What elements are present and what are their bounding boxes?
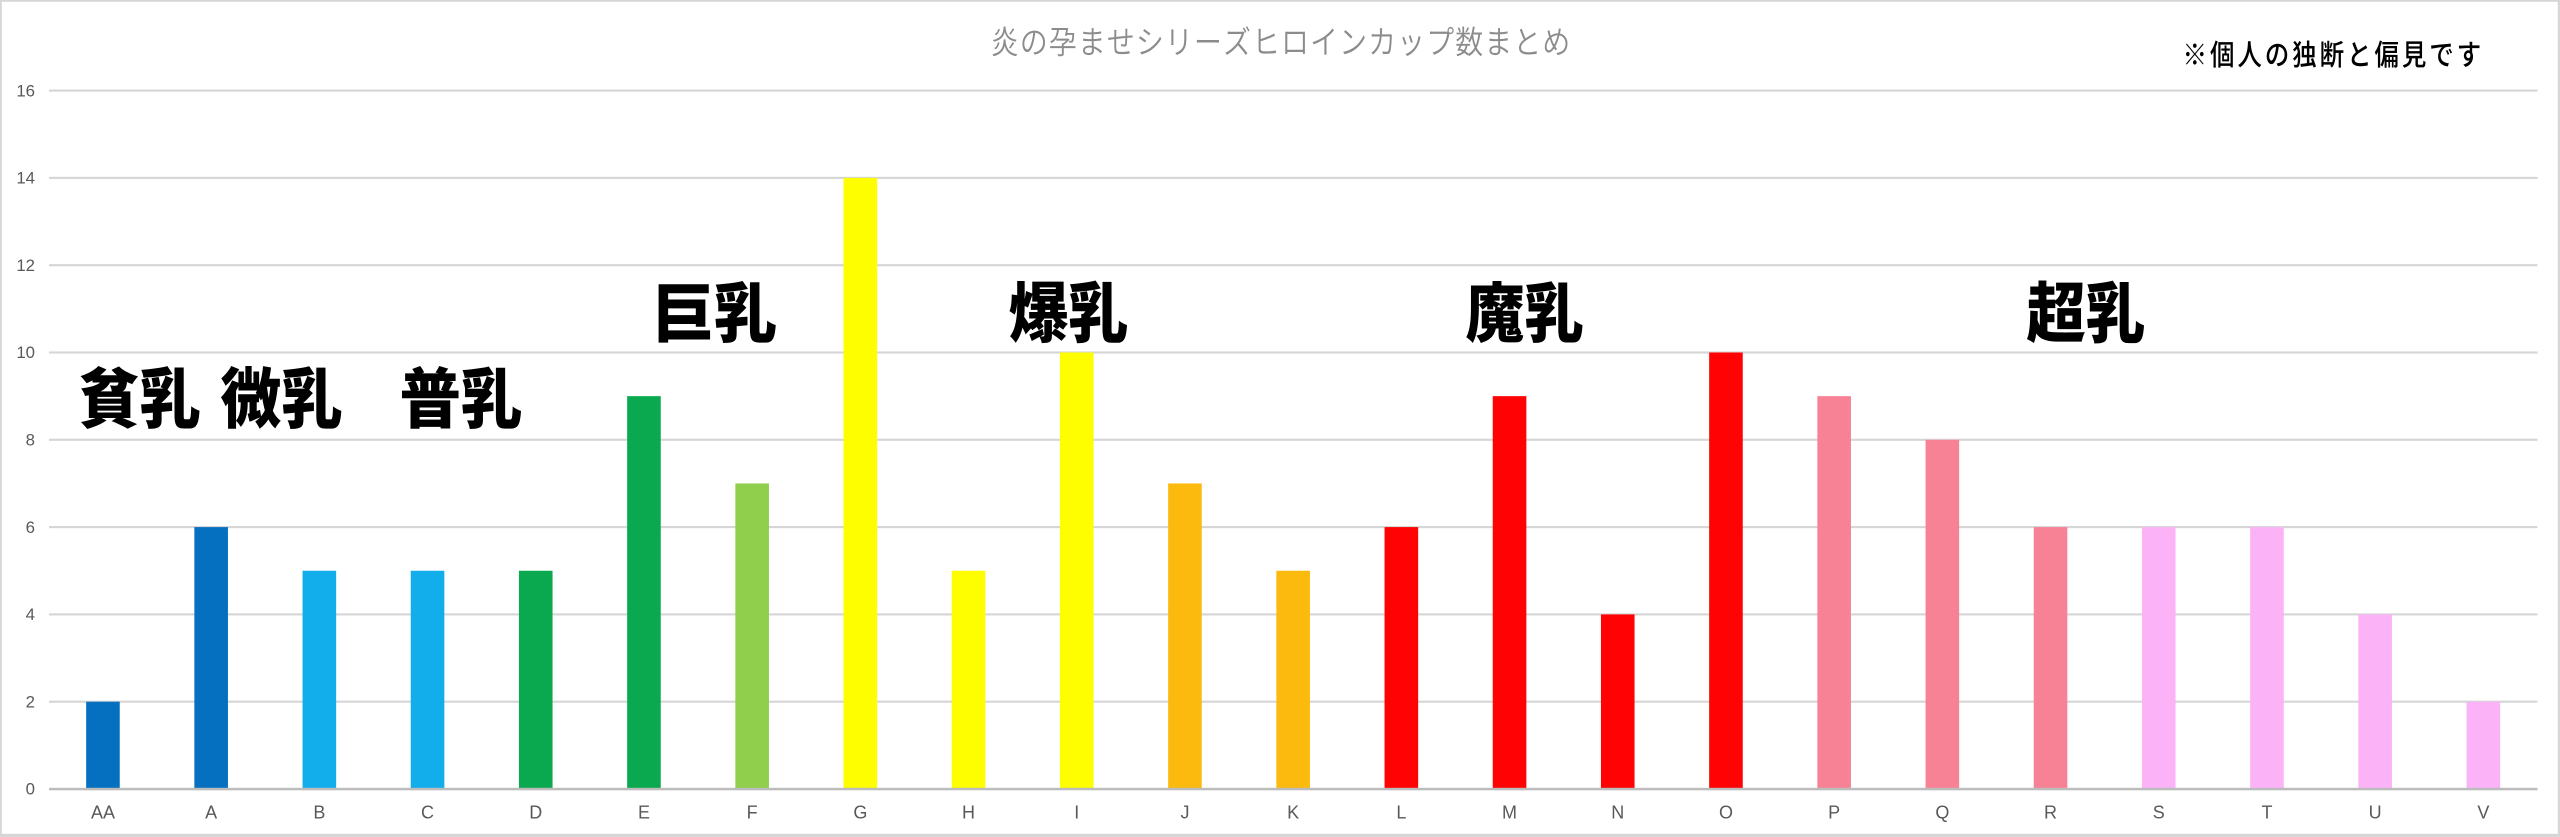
- svg-text:AA: AA: [91, 802, 115, 822]
- svg-text:L: L: [1396, 802, 1406, 822]
- svg-text:Q: Q: [1935, 802, 1949, 822]
- svg-text:G: G: [853, 802, 867, 822]
- svg-text:12: 12: [16, 256, 35, 275]
- svg-text:M: M: [1502, 802, 1517, 822]
- svg-text:F: F: [747, 802, 758, 822]
- svg-text:K: K: [1287, 802, 1299, 822]
- svg-text:10: 10: [16, 343, 35, 362]
- svg-text:T: T: [2261, 802, 2272, 822]
- svg-text:14: 14: [16, 169, 35, 188]
- svg-text:O: O: [1719, 802, 1733, 822]
- svg-text:2: 2: [26, 692, 35, 711]
- svg-text:0: 0: [26, 780, 35, 799]
- svg-text:16: 16: [16, 81, 35, 100]
- svg-text:C: C: [421, 802, 434, 822]
- svg-text:H: H: [962, 802, 975, 822]
- svg-text:S: S: [2153, 802, 2165, 822]
- svg-text:A: A: [205, 802, 217, 822]
- svg-text:V: V: [2477, 802, 2489, 822]
- svg-text:P: P: [1828, 802, 1840, 822]
- svg-text:N: N: [1611, 802, 1624, 822]
- svg-text:U: U: [2369, 802, 2382, 822]
- svg-text:4: 4: [26, 605, 35, 624]
- svg-text:6: 6: [26, 518, 35, 537]
- svg-text:E: E: [638, 802, 650, 822]
- svg-text:8: 8: [26, 431, 35, 450]
- svg-text:J: J: [1180, 802, 1189, 822]
- svg-text:I: I: [1074, 802, 1079, 822]
- svg-text:R: R: [2044, 802, 2057, 822]
- svg-text:B: B: [313, 802, 325, 822]
- svg-text:D: D: [529, 802, 542, 822]
